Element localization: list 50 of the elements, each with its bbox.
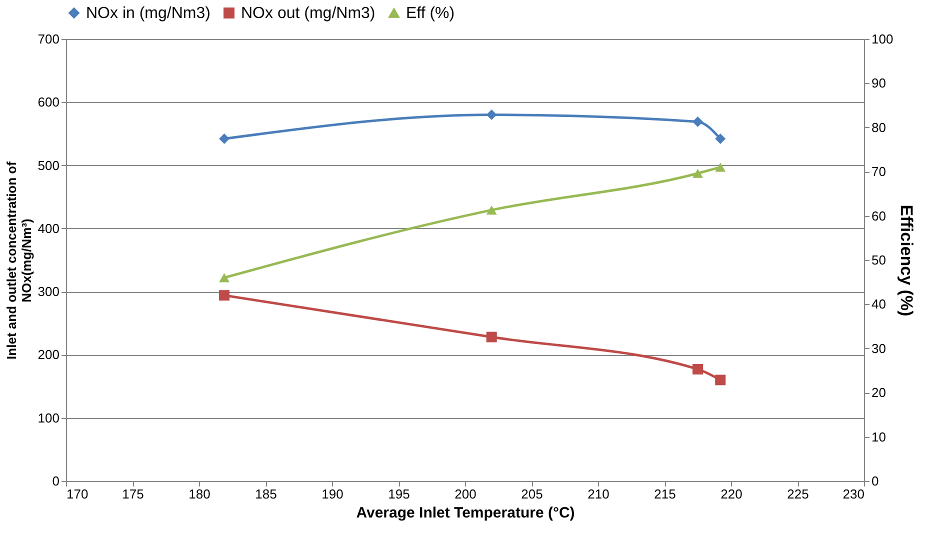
point [692, 364, 703, 374]
point [219, 290, 230, 301]
y-tick-label: 0 [52, 474, 60, 488]
y2-tick-label: 70 [872, 164, 886, 180]
point [692, 116, 703, 127]
y2-tick-label: 0 [872, 474, 879, 488]
y2-tick-label: 10 [872, 429, 886, 444]
x-axis-title: Average Inlet Temperature (°C) [356, 504, 575, 522]
x-tick-label: 190 [322, 486, 344, 502]
y2-tick-label: 80 [872, 120, 886, 135]
y2-tick-label: 90 [872, 76, 886, 91]
y-tick-label: 400 [38, 220, 60, 236]
point [486, 206, 497, 215]
point [715, 374, 726, 386]
point [715, 162, 726, 172]
y-tick-label: 100 [38, 410, 60, 426]
point [715, 134, 726, 144]
x-tick-label: 200 [454, 486, 476, 502]
point [486, 110, 497, 120]
x-tick-label: 205 [521, 486, 543, 502]
x-tick-label: 215 [654, 486, 676, 502]
x-tick-label: 220 [720, 486, 742, 502]
legend-label: Eff (%) [406, 5, 455, 22]
y-tick-label: 600 [38, 94, 60, 110]
y2-tick-label: 50 [872, 252, 886, 268]
point [486, 332, 497, 342]
y2-tick-label: 40 [872, 296, 886, 312]
x-tick-label: 180 [188, 486, 210, 502]
x-tick-label: 175 [122, 486, 144, 502]
x-tick-label: 225 [787, 486, 809, 502]
point [692, 168, 703, 178]
x-tick-label: 185 [255, 486, 277, 502]
legend-label: NOx in (mg/Nm3) [86, 5, 210, 22]
y-tick-label: 300 [38, 284, 60, 300]
y2-tick-label: 100 [872, 32, 894, 46]
point [219, 134, 230, 144]
y2-tick-label: 20 [872, 385, 886, 400]
y-tick-label: 700 [38, 32, 60, 46]
legend-label: NOx out (mg/Nm3) [241, 5, 376, 22]
y2-tick-label: 30 [872, 340, 886, 356]
x-tick-label: 195 [388, 486, 410, 502]
y2-axis-title: Efficiency (%) [897, 204, 916, 316]
x-tick-label: 210 [588, 486, 610, 502]
x-tick-label: 170 [66, 486, 88, 502]
x-tick-label: 230 [842, 486, 864, 502]
y-tick-label: 500 [38, 158, 60, 173]
y-tick-label: 200 [38, 347, 60, 362]
y2-tick-label: 60 [872, 208, 886, 224]
point [219, 273, 230, 282]
y-axis-title: Inlet and outlet concentration of NOx(mg/Nm³) [4, 160, 34, 360]
